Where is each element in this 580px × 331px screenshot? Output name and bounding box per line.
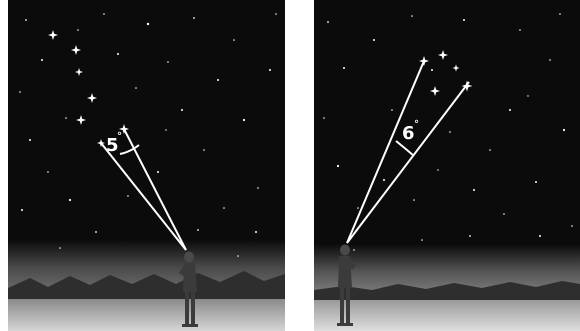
degree-symbol: °	[117, 131, 122, 142]
background-stars	[323, 13, 573, 251]
background-stars	[19, 13, 277, 257]
panel-left: 5 °	[8, 0, 285, 331]
right-scene: 6 °	[314, 0, 580, 331]
sight-lines	[100, 128, 187, 251]
ground	[8, 299, 285, 331]
angle-value: 6	[402, 123, 415, 144]
ground	[314, 300, 580, 331]
sight-lines	[346, 60, 470, 244]
mountains	[314, 281, 580, 300]
left-scene: 5 °	[8, 0, 285, 331]
mountains	[8, 271, 285, 299]
observer-left	[179, 251, 198, 327]
angle-value: 5	[106, 135, 119, 156]
panel-right: 6 °	[314, 0, 580, 331]
observer-right	[337, 244, 356, 326]
degree-symbol: °	[414, 119, 419, 130]
horizon-glow	[314, 244, 580, 290]
